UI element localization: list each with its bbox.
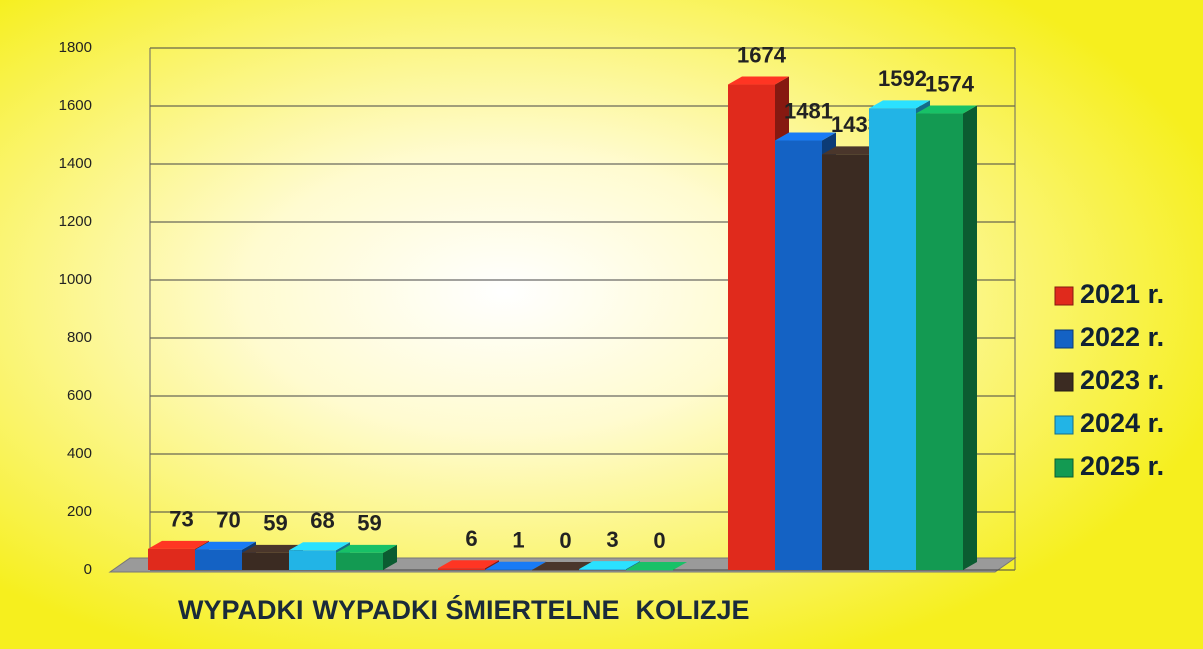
bar bbox=[579, 569, 626, 570]
bar-side bbox=[485, 560, 499, 570]
data-label: 0 bbox=[653, 528, 665, 553]
bar-top bbox=[289, 542, 350, 551]
bar-top bbox=[822, 146, 883, 155]
bar-top bbox=[242, 544, 303, 553]
y-tick-label: 400 bbox=[67, 445, 92, 462]
y-tick-label: 1600 bbox=[59, 97, 92, 114]
x-tick-label: KOLIZJE bbox=[636, 595, 750, 625]
bar bbox=[336, 552, 383, 570]
legend-label: 2022 r. bbox=[1080, 322, 1164, 352]
y-tick-label: 200 bbox=[67, 503, 92, 520]
y-tick-label: 1400 bbox=[59, 155, 92, 172]
bar bbox=[869, 108, 916, 570]
data-label: 1 bbox=[512, 528, 524, 553]
data-label: 0 bbox=[559, 528, 571, 553]
legend-label: 2025 r. bbox=[1080, 451, 1164, 481]
y-tick-label: 800 bbox=[67, 329, 92, 346]
y-tick-label: 0 bbox=[84, 561, 92, 578]
bar bbox=[916, 113, 963, 570]
bar bbox=[242, 552, 289, 570]
x-tick-label: WYPADKI bbox=[178, 595, 304, 625]
bar-top bbox=[148, 540, 209, 549]
legend-label: 2021 r. bbox=[1080, 279, 1164, 309]
bar bbox=[822, 154, 869, 570]
data-label: 6 bbox=[465, 526, 477, 551]
y-tick-label: 1000 bbox=[59, 271, 92, 288]
data-label: 59 bbox=[263, 511, 287, 536]
legend-marker bbox=[1054, 372, 1074, 392]
bar bbox=[148, 548, 195, 570]
bar-top bbox=[532, 562, 593, 570]
data-label: 1574 bbox=[925, 71, 975, 96]
legend-marker bbox=[1054, 415, 1074, 435]
data-label: 68 bbox=[310, 508, 334, 533]
bar-top bbox=[336, 544, 397, 553]
x-tick-label: WYPADKI ŚMIERTELNE bbox=[313, 594, 620, 625]
legend-label: 2024 r. bbox=[1080, 408, 1164, 438]
y-tick-label: 1800 bbox=[59, 39, 92, 56]
data-label: 1481 bbox=[784, 98, 833, 123]
bar-side bbox=[963, 105, 977, 570]
bar-top bbox=[869, 100, 930, 109]
bar-top bbox=[916, 105, 977, 114]
data-label: 3 bbox=[606, 527, 618, 552]
bar bbox=[289, 550, 336, 570]
bar-top bbox=[579, 561, 640, 570]
bar-top bbox=[775, 132, 836, 141]
bar-top bbox=[438, 560, 499, 569]
bar bbox=[728, 84, 775, 570]
data-label: 70 bbox=[216, 508, 240, 533]
y-tick-label: 1200 bbox=[59, 213, 92, 230]
data-label: 1674 bbox=[737, 42, 787, 67]
bar bbox=[438, 568, 485, 570]
bar bbox=[532, 570, 579, 571]
data-label: 1592 bbox=[878, 66, 927, 91]
legend-label: 2023 r. bbox=[1080, 365, 1164, 395]
data-label: 59 bbox=[357, 511, 381, 536]
bar bbox=[195, 549, 242, 570]
bar bbox=[775, 140, 822, 570]
bar-side bbox=[626, 561, 640, 570]
y-tick-label: 600 bbox=[67, 387, 92, 404]
legend-marker bbox=[1054, 286, 1074, 306]
bar-top bbox=[728, 76, 789, 85]
bar-side bbox=[383, 544, 397, 570]
data-label: 73 bbox=[169, 507, 193, 532]
bar bbox=[626, 570, 673, 571]
bar-side bbox=[532, 561, 546, 570]
bar-top bbox=[626, 562, 687, 570]
bar-top bbox=[195, 541, 256, 550]
bar-top bbox=[485, 561, 546, 570]
legend-marker bbox=[1054, 329, 1074, 349]
legend-marker bbox=[1054, 458, 1074, 478]
bar bbox=[485, 569, 532, 571]
